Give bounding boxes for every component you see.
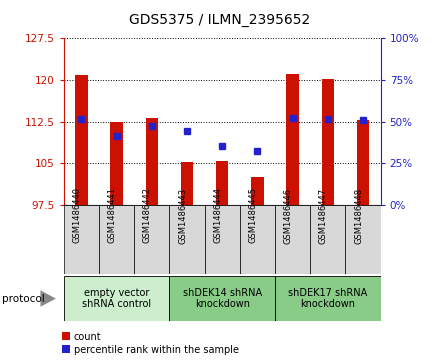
Text: GSM1486445: GSM1486445 [249, 187, 257, 244]
Bar [134, 205, 169, 274]
Bar [75, 76, 88, 205]
Bar [205, 205, 240, 274]
Bar [169, 205, 205, 274]
Bar [275, 205, 310, 274]
Text: GSM1486444: GSM1486444 [213, 187, 222, 244]
Bar [216, 160, 228, 205]
Bar [64, 276, 169, 321]
Bar [345, 205, 381, 274]
Bar [275, 276, 381, 321]
Text: GDS5375 / ILMN_2395652: GDS5375 / ILMN_2395652 [129, 13, 311, 27]
Text: empty vector
shRNA control: empty vector shRNA control [82, 288, 151, 309]
Bar [286, 74, 299, 205]
Text: GSM1486443: GSM1486443 [178, 187, 187, 244]
Text: shDEK14 shRNA
knockdown: shDEK14 shRNA knockdown [183, 288, 262, 309]
Text: GSM1486446: GSM1486446 [284, 187, 293, 244]
Bar [322, 79, 334, 205]
Text: shDEK17 shRNA
knockdown: shDEK17 shRNA knockdown [288, 288, 367, 309]
Text: GSM1486448: GSM1486448 [354, 187, 363, 244]
Bar [99, 205, 134, 274]
Bar [169, 276, 275, 321]
Bar [146, 118, 158, 205]
Bar [357, 120, 369, 205]
Polygon shape [40, 290, 56, 307]
Bar [240, 205, 275, 274]
Text: GSM1486440: GSM1486440 [73, 187, 81, 244]
Bar [181, 162, 193, 205]
Text: GSM1486442: GSM1486442 [143, 187, 152, 244]
Text: GSM1486441: GSM1486441 [108, 187, 117, 244]
Text: protocol: protocol [2, 294, 45, 303]
Text: GSM1486447: GSM1486447 [319, 187, 328, 244]
Bar [310, 205, 345, 274]
Bar [251, 177, 264, 205]
Bar [110, 122, 123, 205]
Bar [64, 205, 99, 274]
Legend: count, percentile rank within the sample: count, percentile rank within the sample [62, 331, 239, 355]
